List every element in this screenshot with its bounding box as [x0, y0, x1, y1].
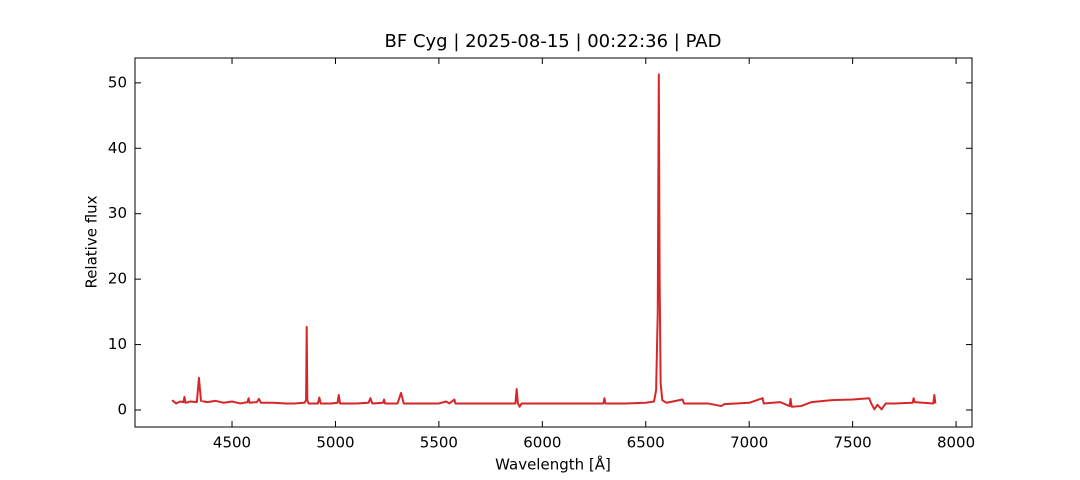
- y-tick-label: 40: [108, 139, 127, 157]
- x-tick-label: 6000: [523, 434, 561, 452]
- x-tick-label: 8000: [937, 434, 975, 452]
- x-tick-label: 7500: [834, 434, 872, 452]
- x-tick-label: 5500: [420, 434, 458, 452]
- plot-frame: [134, 57, 973, 428]
- y-tick-label: 50: [108, 73, 127, 91]
- x-tick-label: 7000: [730, 434, 768, 452]
- x-tick-label: 6500: [627, 434, 665, 452]
- x-axis-label: Wavelength [Å]: [495, 455, 611, 474]
- y-tick-label: 30: [108, 204, 127, 222]
- x-tick-label: 4500: [213, 434, 251, 452]
- y-tick-label: 10: [108, 335, 127, 353]
- chart-title: BF Cyg | 2025-08-15 | 00:22:36 | PAD: [385, 31, 722, 52]
- y-axis-label: Relative flux: [83, 195, 101, 288]
- y-tick-label: 20: [108, 270, 127, 288]
- x-tick-label: 5000: [316, 434, 354, 452]
- spectrum-line: [171, 73, 937, 411]
- y-tick-label: 0: [117, 400, 127, 418]
